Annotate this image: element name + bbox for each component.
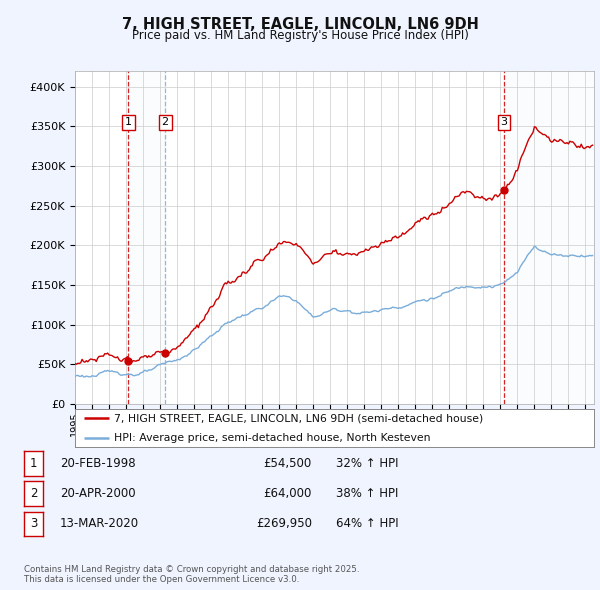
Text: £269,950: £269,950 xyxy=(256,517,312,530)
Text: 20-APR-2000: 20-APR-2000 xyxy=(60,487,136,500)
Text: 2: 2 xyxy=(30,487,37,500)
Text: £64,000: £64,000 xyxy=(263,487,312,500)
Text: 3: 3 xyxy=(30,517,37,530)
Text: 13-MAR-2020: 13-MAR-2020 xyxy=(60,517,139,530)
Bar xyxy=(128,71,165,404)
Text: 32% ↑ HPI: 32% ↑ HPI xyxy=(336,457,398,470)
Text: 1: 1 xyxy=(30,457,37,470)
Text: Contains HM Land Registry data © Crown copyright and database right 2025.
This d: Contains HM Land Registry data © Crown c… xyxy=(24,565,359,584)
Text: HPI: Average price, semi-detached house, North Kesteven: HPI: Average price, semi-detached house,… xyxy=(114,432,430,442)
Text: 20-FEB-1998: 20-FEB-1998 xyxy=(60,457,136,470)
Text: 38% ↑ HPI: 38% ↑ HPI xyxy=(336,487,398,500)
Text: 1: 1 xyxy=(125,117,132,127)
Text: 64% ↑ HPI: 64% ↑ HPI xyxy=(336,517,398,530)
Text: Price paid vs. HM Land Registry's House Price Index (HPI): Price paid vs. HM Land Registry's House … xyxy=(131,30,469,42)
Text: 7, HIGH STREET, EAGLE, LINCOLN, LN6 9DH (semi-detached house): 7, HIGH STREET, EAGLE, LINCOLN, LN6 9DH … xyxy=(114,414,483,424)
Text: 3: 3 xyxy=(500,117,508,127)
Text: 7, HIGH STREET, EAGLE, LINCOLN, LN6 9DH: 7, HIGH STREET, EAGLE, LINCOLN, LN6 9DH xyxy=(122,17,478,31)
Text: £54,500: £54,500 xyxy=(264,457,312,470)
Text: 2: 2 xyxy=(161,117,169,127)
Bar xyxy=(504,71,594,404)
